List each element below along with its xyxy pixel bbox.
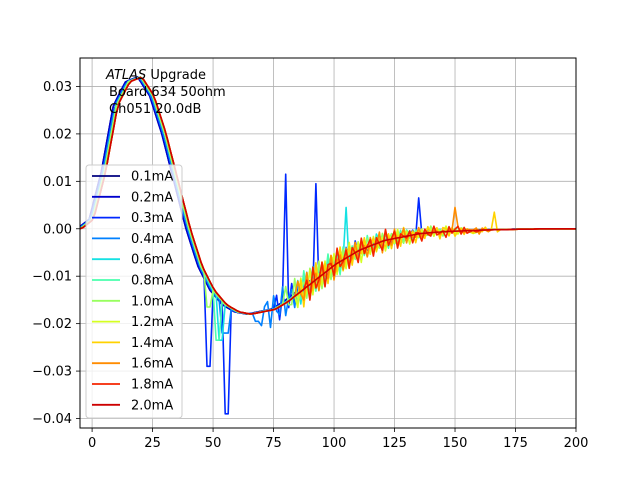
x-tick-label: 175	[503, 436, 528, 451]
legend-label: 0.8mA	[131, 274, 173, 289]
y-tick-label: −0.04	[32, 412, 72, 427]
y-tick-label: −0.01	[32, 270, 72, 285]
legend-label: 1.4mA	[131, 336, 173, 351]
x-tick-label: 0	[88, 436, 96, 451]
legend-label: 0.2mA	[131, 190, 173, 205]
axes-ticks: 0 25 50 75 100 125 150 175 200 −0.04 −0.03 −0.02 −0.…	[32, 80, 588, 451]
legend: 0.1mA 0.2mA 0.3mA 0.4mA 0.6mA 0.8mA 1.0mA 1.2mA…	[85, 164, 183, 419]
y-tick-label: 0.02	[43, 127, 72, 142]
x-tick-label: 75	[265, 436, 282, 451]
x-tick-label: 25	[144, 436, 161, 451]
series-lines	[79, 76, 576, 415]
annotation-line-1: ATLAS Upgrade	[105, 68, 206, 83]
annotation-line-3: Ch051 20.0dB	[109, 102, 201, 117]
y-tick-label: −0.02	[32, 317, 72, 332]
legend-label: 1.8mA	[131, 378, 173, 393]
y-tick-label: 0.01	[43, 175, 72, 190]
plot-frame	[79, 57, 577, 429]
y-tick-label: −0.03	[32, 365, 72, 380]
legend-label: 1.2mA	[131, 315, 173, 330]
legend-label: 0.3mA	[131, 211, 173, 226]
legend-label: 0.4mA	[131, 232, 173, 247]
x-tick-label: 200	[564, 436, 589, 451]
annotation-line-2: Board 634 50ohm	[109, 85, 226, 100]
x-tick-label: 100	[322, 436, 347, 451]
legend-label: 0.1mA	[131, 170, 173, 185]
series-line-2.0mA	[79, 76, 576, 315]
legend-label: 1.6mA	[131, 357, 173, 372]
legend-label: 2.0mA	[131, 398, 173, 413]
legend-box	[85, 164, 183, 419]
y-tick-label: 0.00	[43, 222, 72, 237]
legend-label: 0.6mA	[131, 253, 173, 268]
x-tick-label: 50	[205, 436, 222, 451]
y-tick-label: 0.03	[43, 80, 72, 95]
atlas-brand: ATLAS	[105, 68, 146, 83]
annotation-brand-suffix: Upgrade	[146, 68, 206, 83]
x-tick-label: 150	[443, 436, 468, 451]
x-tick-label: 125	[382, 436, 407, 451]
legend-label: 1.0mA	[131, 294, 173, 309]
annotation: ATLAS Upgrade Board 634 50ohm Ch051 20.0…	[105, 68, 226, 117]
